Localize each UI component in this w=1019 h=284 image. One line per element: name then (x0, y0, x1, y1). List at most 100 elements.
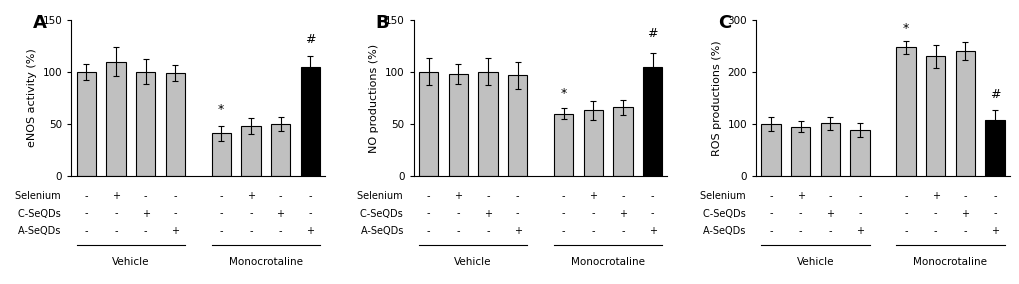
Text: -: - (427, 208, 430, 219)
Text: -: - (857, 191, 861, 201)
Text: Vehicle: Vehicle (112, 257, 150, 267)
Text: C-SeQDs: C-SeQDs (360, 208, 406, 219)
Text: +: + (112, 191, 120, 201)
Text: -: - (249, 208, 253, 219)
Text: -: - (516, 208, 519, 219)
Bar (791, 127, 809, 176)
Text: -: - (933, 208, 936, 219)
Text: -: - (561, 191, 565, 201)
Text: -: - (114, 226, 117, 236)
Bar (240, 126, 260, 176)
Bar (553, 114, 573, 176)
Y-axis label: NO productions (%): NO productions (%) (369, 43, 379, 153)
Bar (419, 72, 438, 176)
Text: -: - (798, 226, 802, 236)
Text: -: - (85, 191, 88, 201)
Text: +: + (306, 226, 314, 236)
Text: +: + (855, 226, 863, 236)
Text: +: + (453, 191, 462, 201)
Text: Monocrotaline: Monocrotaline (228, 257, 303, 267)
Text: A-SeQDs: A-SeQDs (18, 226, 64, 236)
Bar (896, 47, 915, 176)
Text: +: + (171, 226, 179, 236)
Text: -: - (993, 208, 996, 219)
Text: -: - (963, 191, 966, 201)
Text: -: - (768, 226, 772, 236)
Bar (136, 72, 155, 176)
Text: Selenium: Selenium (699, 191, 748, 201)
Text: -: - (768, 191, 772, 201)
Text: +: + (825, 208, 834, 219)
Text: Vehicle: Vehicle (796, 257, 834, 267)
Text: Vehicle: Vehicle (453, 257, 491, 267)
Text: -: - (650, 191, 653, 201)
Text: -: - (827, 226, 832, 236)
Text: C: C (717, 14, 731, 32)
Text: *: * (559, 87, 567, 100)
Text: -: - (561, 208, 565, 219)
Bar (850, 130, 869, 176)
Bar (507, 75, 527, 176)
Text: -: - (278, 191, 282, 201)
Bar (984, 120, 1004, 176)
Text: -: - (308, 208, 312, 219)
Text: -: - (427, 226, 430, 236)
Text: -: - (219, 226, 223, 236)
Text: -: - (903, 191, 907, 201)
Text: -: - (591, 208, 594, 219)
Text: -: - (591, 226, 594, 236)
Text: -: - (85, 226, 88, 236)
Text: C-SeQDs: C-SeQDs (702, 208, 748, 219)
Text: -: - (219, 191, 223, 201)
Text: Monocrotaline: Monocrotaline (571, 257, 644, 267)
Bar (76, 72, 96, 176)
Text: -: - (650, 208, 653, 219)
Text: A-SeQDs: A-SeQDs (361, 226, 406, 236)
Text: +: + (276, 208, 284, 219)
Text: -: - (993, 191, 996, 201)
Text: -: - (516, 191, 519, 201)
Text: -: - (173, 191, 177, 201)
Text: C-SeQDs: C-SeQDs (18, 208, 64, 219)
Text: +: + (589, 191, 597, 201)
Text: +: + (247, 191, 255, 201)
Text: +: + (796, 191, 804, 201)
Text: -: - (278, 226, 282, 236)
Text: -: - (85, 208, 88, 219)
Bar (820, 124, 840, 176)
Text: -: - (486, 226, 489, 236)
Text: *: * (902, 22, 908, 35)
Text: #: # (305, 33, 315, 46)
Bar (583, 110, 602, 176)
Bar (760, 124, 780, 176)
Text: #: # (647, 27, 657, 40)
Text: -: - (144, 191, 147, 201)
Bar (612, 107, 632, 176)
Text: -: - (768, 208, 772, 219)
Text: Selenium: Selenium (15, 191, 64, 201)
Text: -: - (249, 226, 253, 236)
Text: -: - (933, 226, 936, 236)
Text: -: - (308, 191, 312, 201)
Text: -: - (457, 208, 460, 219)
Text: +: + (930, 191, 938, 201)
Text: -: - (963, 226, 966, 236)
Text: *: * (218, 103, 224, 116)
Text: +: + (619, 208, 627, 219)
Text: Selenium: Selenium (357, 191, 406, 201)
Text: -: - (561, 226, 565, 236)
Text: -: - (486, 191, 489, 201)
Text: -: - (621, 226, 624, 236)
Text: -: - (219, 208, 223, 219)
Text: +: + (142, 208, 150, 219)
Text: -: - (173, 208, 177, 219)
Bar (301, 67, 320, 176)
Bar (925, 56, 945, 176)
Bar (478, 72, 497, 176)
Text: Monocrotaline: Monocrotaline (913, 257, 986, 267)
Text: A-SeQDs: A-SeQDs (702, 226, 748, 236)
Bar (211, 133, 230, 176)
Text: -: - (427, 191, 430, 201)
Text: -: - (857, 208, 861, 219)
Bar (165, 73, 184, 176)
